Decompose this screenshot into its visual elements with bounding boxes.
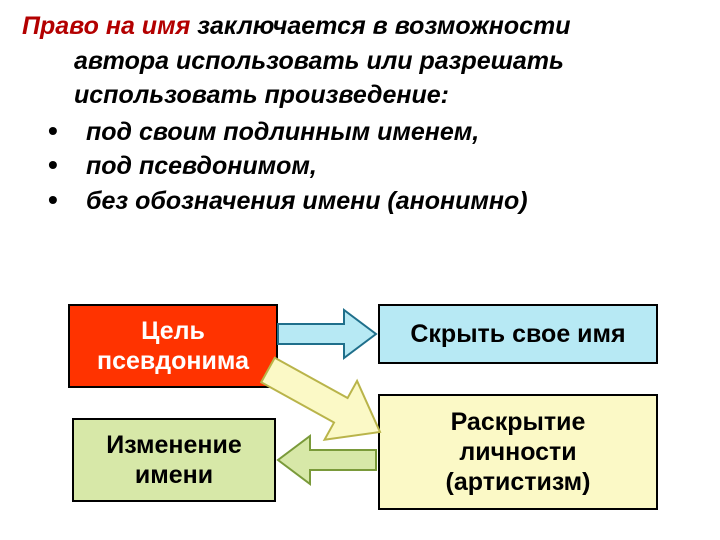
bullet-list: под своим подлинным именем, под псевдони… <box>22 116 698 218</box>
box-hide-name: Скрыть свое имя <box>378 304 658 364</box>
box-reveal-identity: Раскрытие личности (артистизм) <box>378 394 658 510</box>
heading-line-2: автора использовать или разрешать <box>22 45 698 78</box>
box-change-name: Изменение имени <box>72 418 276 502</box>
list-item: под своим подлинным именем, <box>22 116 698 149</box>
heading-tail1: возможности <box>395 12 571 40</box>
heading-block: Право на имя заключается в возможности а… <box>22 10 698 219</box>
list-item: без обозначения имени (анонимно) <box>22 185 698 218</box>
heading-red: Право на имя <box>22 12 190 40</box>
heading-line-1: Право на имя заключается в возможности <box>22 10 698 43</box>
heading-rest1: заключается в <box>190 12 394 40</box>
list-item: под псевдонимом, <box>22 150 698 183</box>
heading-line-3: использовать произведение: <box>22 79 698 112</box>
box-pseudonym-goal: Цель псевдонима <box>68 304 278 388</box>
